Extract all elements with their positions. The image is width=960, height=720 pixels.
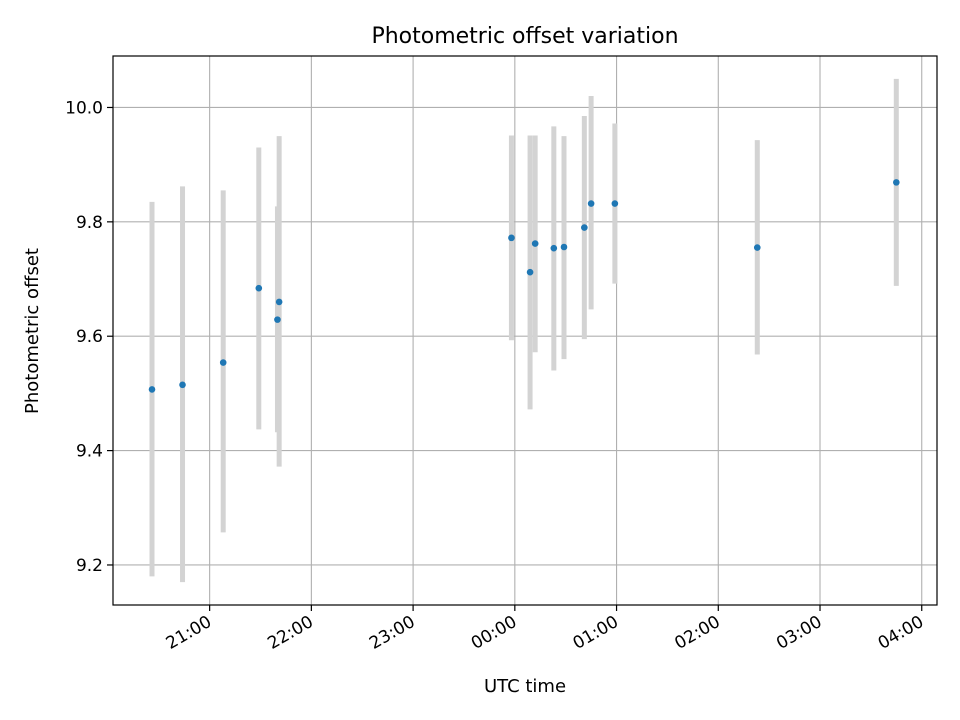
x-tick-label: 21:00 [163,612,215,654]
data-point [753,244,761,251]
y-tick-label: 10.0 [65,98,103,118]
data-point [550,244,558,252]
y-tick-label: 9.2 [76,556,103,576]
data-point [508,234,515,242]
data-point [526,268,534,276]
y-axis-label: Photometric offset [22,248,43,414]
x-tick-label: 01:00 [570,612,622,654]
data-point [611,200,619,207]
x-axis-label: UTC time [484,676,566,697]
data-point [893,179,900,186]
plot-frame [112,55,938,606]
data-point [560,243,568,251]
chart-title: Photometric offset variation [371,24,678,49]
y-tick-label: 9.4 [76,442,103,462]
grid-lines [113,56,937,605]
data-point [219,359,227,366]
x-tick-label: 00:00 [468,612,520,654]
x-tick-label: 04:00 [875,612,927,654]
data-point [587,200,595,207]
data-point [274,316,281,323]
x-tick-label: 22:00 [264,612,316,654]
y-tick-label: 9.8 [76,213,103,233]
x-tick-label: 02:00 [671,612,723,654]
data-point [581,224,588,231]
data-point [148,386,156,393]
x-tick-label: 23:00 [366,612,418,654]
data-point [531,240,539,247]
axis-ticks: 21:00 22:00 23:00 00:00 01:00 02:00 03:00 04:00… [65,98,927,653]
error-bars [149,78,899,583]
data-point [275,298,283,306]
data-point [179,381,186,389]
data-point [255,284,263,292]
x-tick-label: 03:00 [773,612,825,654]
data-points [148,179,900,393]
y-tick-label: 9.6 [76,327,103,347]
